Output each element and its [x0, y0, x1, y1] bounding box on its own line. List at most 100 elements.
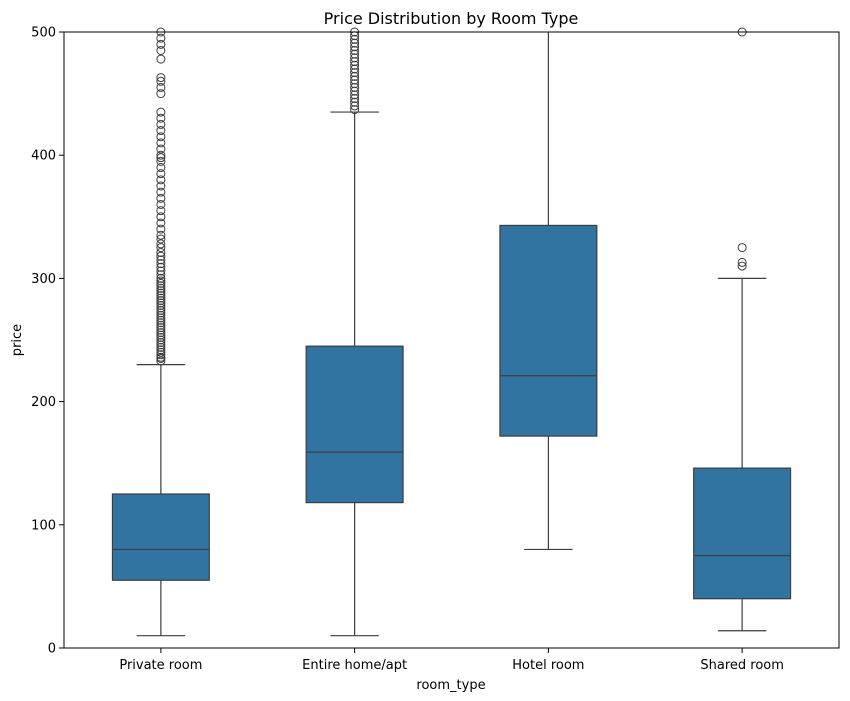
outlier-point — [350, 45, 360, 55]
outlier-point — [156, 313, 166, 323]
y-tick-label: 500 — [31, 26, 56, 41]
x-tick-label: Hotel room — [512, 658, 584, 673]
outlier-point — [156, 318, 166, 328]
outlier-point — [350, 38, 360, 48]
outlier-point — [156, 278, 166, 288]
outlier-point — [156, 248, 166, 258]
outlier-point — [156, 54, 166, 64]
outlier-point — [156, 138, 166, 148]
outlier-point — [156, 320, 166, 330]
outlier-point — [350, 57, 360, 67]
outlier-point — [156, 206, 166, 216]
outlier-point — [350, 86, 360, 96]
outlier-point — [156, 350, 166, 360]
outlier-point — [156, 342, 166, 352]
outlier-point — [156, 193, 166, 203]
outlier-point — [156, 262, 166, 272]
box-group — [111, 27, 210, 637]
outlier-point — [350, 82, 360, 92]
outlier-point — [156, 153, 166, 163]
outlier-point — [156, 107, 166, 117]
outlier-point — [156, 89, 166, 99]
y-axis-label: price — [10, 324, 25, 356]
outlier-point — [156, 126, 166, 136]
outlier-point — [156, 239, 166, 249]
outlier-point — [156, 224, 166, 234]
outlier-point — [156, 315, 166, 325]
outlier-point — [156, 212, 166, 222]
iqr-box — [499, 224, 598, 437]
outlier-point — [156, 303, 166, 313]
iqr-box — [111, 493, 210, 581]
outlier-point — [156, 163, 166, 173]
y-tick-label: 0 — [48, 642, 56, 657]
outlier-point — [156, 276, 166, 286]
outlier-point — [156, 132, 166, 142]
outlier-point — [156, 335, 166, 345]
outlier-point — [156, 298, 166, 308]
outlier-point — [156, 308, 166, 318]
y-tick-label: 100 — [31, 518, 56, 533]
outlier-point — [350, 101, 360, 111]
outlier-point — [350, 97, 360, 107]
outlier-point — [350, 68, 360, 78]
outlier-point — [156, 39, 166, 49]
outlier-point — [156, 325, 166, 335]
outlier-point — [156, 273, 166, 283]
iqr-box — [305, 345, 404, 504]
outlier-point — [156, 288, 166, 298]
plot-frame — [63, 31, 840, 649]
outlier-point — [156, 144, 166, 154]
y-tick-label: 400 — [31, 149, 56, 164]
plot-area — [111, 27, 792, 637]
outlier-point — [156, 323, 166, 333]
x-tick-label: Private room — [119, 658, 202, 673]
outlier-point — [156, 169, 166, 179]
x-axis: Private room Entire home/apt Hotel room Sha… — [119, 648, 784, 673]
outlier-point — [156, 187, 166, 197]
outlier-point — [156, 310, 166, 320]
outlier-point — [350, 79, 360, 89]
outlier-point — [156, 45, 166, 55]
outlier-point — [156, 255, 166, 265]
outlier-point — [350, 75, 360, 85]
outlier-point — [737, 257, 747, 267]
x-tick-label: Entire home/apt — [302, 658, 407, 673]
outlier-point — [156, 296, 166, 306]
outlier-point — [156, 73, 166, 83]
outlier-point — [156, 283, 166, 293]
outlier-point — [156, 293, 166, 303]
outlier-point — [156, 356, 166, 366]
outlier-point — [350, 94, 360, 104]
outlier-point — [737, 261, 747, 271]
outlier-point — [156, 291, 166, 301]
y-tick-label: 200 — [31, 395, 56, 410]
y-axis: 0 100 200 300 400 500 — [31, 26, 64, 657]
outlier-point — [156, 301, 166, 311]
outlier-point — [350, 90, 360, 100]
outlier-point — [156, 119, 166, 129]
outlier-point — [350, 60, 360, 70]
box-group — [499, 32, 598, 551]
outlier-point — [350, 53, 360, 63]
outlier-point — [350, 42, 360, 52]
outlier-point — [156, 113, 166, 123]
outlier-point — [156, 234, 166, 244]
outlier-point — [737, 243, 747, 253]
outlier-point — [156, 266, 166, 276]
outlier-point — [156, 259, 166, 269]
x-axis-label: room_type — [416, 678, 485, 693]
outlier-point — [350, 71, 360, 81]
outlier-point — [156, 251, 166, 261]
outlier-point — [156, 181, 166, 191]
outlier-point — [156, 345, 166, 355]
chart-title: Price Distribution by Room Type — [324, 9, 579, 28]
outlier-point — [156, 281, 166, 291]
outlier-point — [156, 82, 166, 92]
outlier-point — [156, 328, 166, 338]
box-group — [693, 27, 792, 632]
outlier-point — [156, 230, 166, 240]
outlier-point — [156, 340, 166, 350]
iqr-box — [693, 467, 792, 600]
outlier-point — [156, 347, 166, 357]
